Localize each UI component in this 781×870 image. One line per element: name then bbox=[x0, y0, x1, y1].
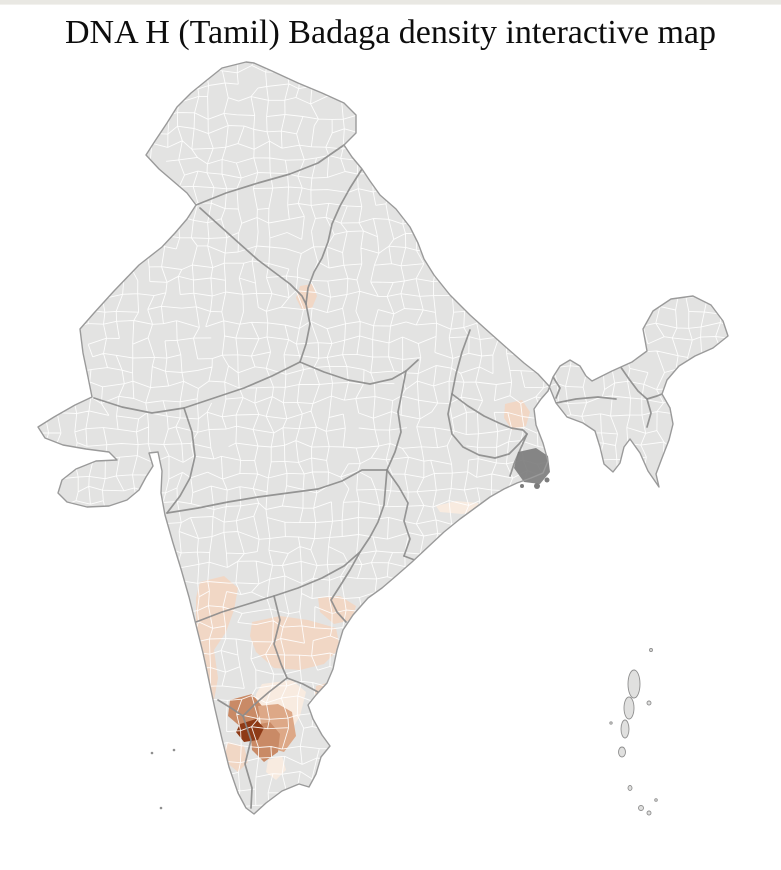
district-patch-coastal-karnataka[interactable] bbox=[196, 622, 218, 700]
andaman-nicobar-islands bbox=[609, 648, 658, 816]
district-patch-kerala-palakkad[interactable] bbox=[224, 742, 248, 772]
lakshadweep-islands bbox=[150, 748, 176, 810]
district-patch-nilgiris[interactable] bbox=[236, 719, 264, 742]
page-title: DNA H (Tamil) Badaga density interactive… bbox=[65, 14, 716, 51]
india-landmass bbox=[38, 62, 728, 814]
top-bar bbox=[0, 0, 781, 5]
coastline-outline bbox=[37, 61, 729, 815]
district-patch-ap-coast[interactable] bbox=[318, 596, 356, 624]
river-delta bbox=[514, 448, 550, 489]
district-patch-rayalaseema[interactable] bbox=[250, 616, 340, 670]
